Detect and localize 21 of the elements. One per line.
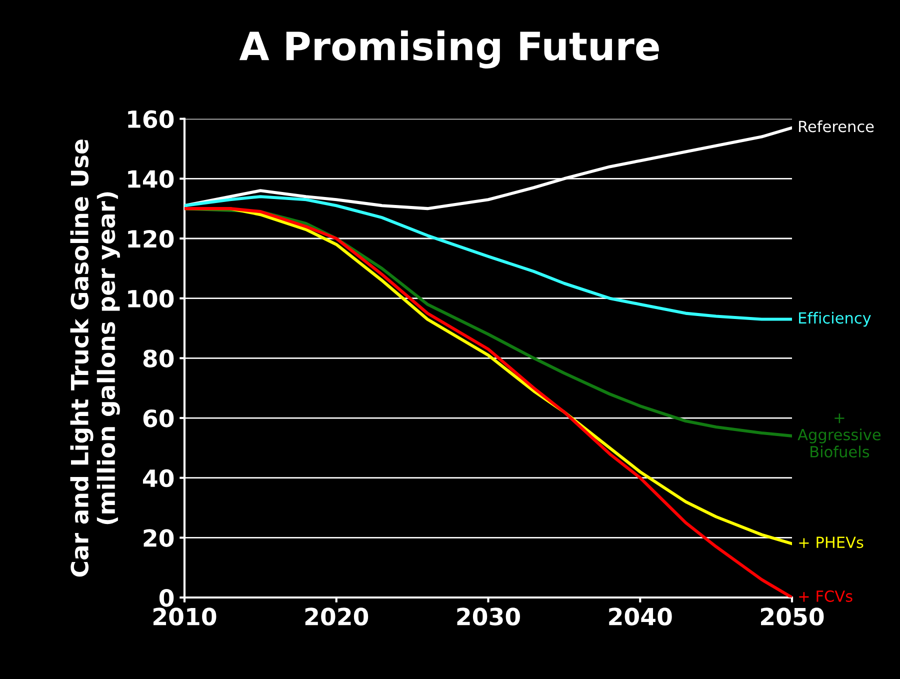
y-tick-label: 20: [144, 529, 174, 547]
y-tick-label: 60: [143, 409, 174, 428]
series-label: Reference: [799, 120, 874, 132]
x-tick-label: 2040: [609, 608, 672, 626]
y-tick-label: 160: [128, 110, 174, 128]
y-tick-label: 100: [128, 290, 174, 308]
y-tick-label: 80: [143, 350, 174, 368]
y-tick-label: 0: [159, 588, 174, 607]
x-tick-label: 2030: [457, 608, 520, 626]
x-tick-label: 2050: [761, 608, 824, 626]
series-label: + Aggressive Biofuels: [798, 413, 881, 458]
y-tick-label: 140: [128, 170, 174, 188]
y-tick-label: 40: [142, 469, 174, 488]
y-tick-label: 120: [128, 230, 174, 248]
chart-title: A Promising Future: [239, 30, 659, 68]
series-label: + PHEVs: [799, 536, 864, 548]
x-tick-label: 2010: [154, 608, 216, 626]
series-label: Efficiency: [799, 312, 871, 327]
y-axis-title: Car and Light Truck Gasoline Use (million gallons per year): [70, 140, 120, 577]
x-tick-label: 2020: [305, 608, 368, 626]
series-label: + FCVs: [799, 590, 852, 602]
